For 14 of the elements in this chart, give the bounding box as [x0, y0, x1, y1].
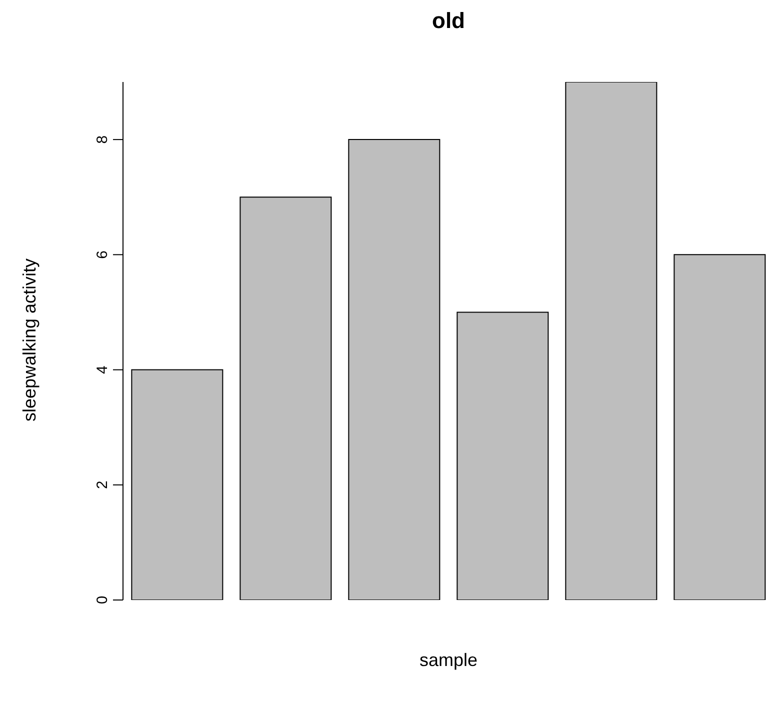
bar	[131, 369, 224, 600]
bar	[456, 312, 549, 600]
y-axis-title: sleepwalking activity	[20, 258, 40, 422]
chart-title: old	[431, 8, 466, 34]
bar	[565, 82, 658, 600]
y-tick-label: 4	[94, 366, 111, 374]
bar	[240, 196, 332, 600]
bar	[348, 139, 440, 600]
y-tick-label: 2	[94, 480, 111, 490]
y-tick-label: 0	[94, 596, 111, 604]
x-axis-title: sample	[418, 650, 479, 671]
y-tick-label: 6	[94, 250, 111, 259]
y-tick-label: 8	[94, 135, 111, 144]
bar	[674, 254, 766, 600]
